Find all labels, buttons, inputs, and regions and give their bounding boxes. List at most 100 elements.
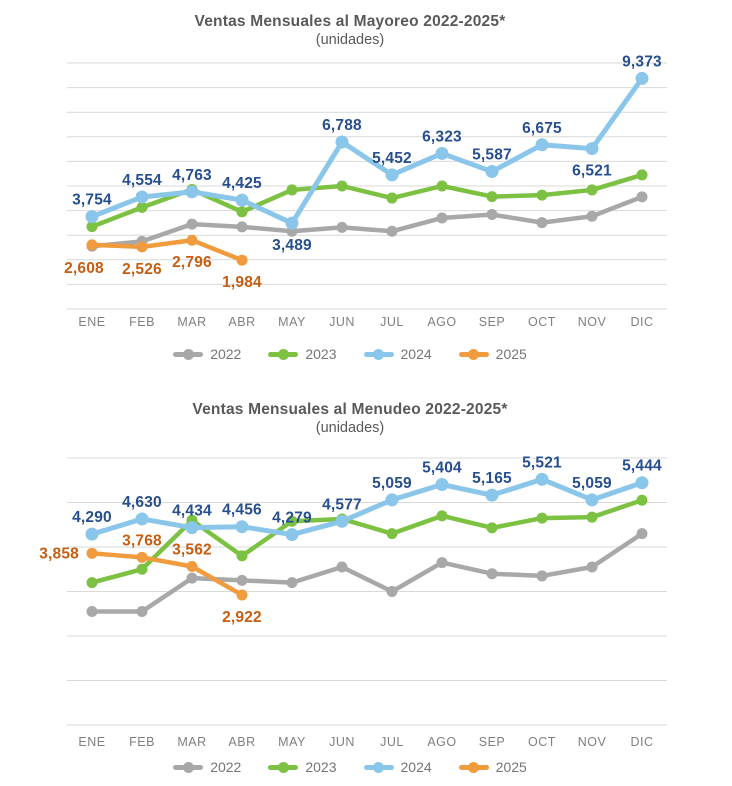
legend-item-2022: 2022 — [173, 346, 241, 362]
legend-item-2024: 2024 — [363, 759, 432, 775]
series-2024-point — [335, 135, 349, 149]
series-2024-point — [135, 512, 149, 526]
legend-item-2024: 2024 — [363, 346, 432, 362]
series-2025-point — [236, 589, 248, 601]
series-2024-line — [89, 75, 645, 226]
series-2024-value-label: 5,452 — [372, 150, 412, 167]
series-2023-point — [286, 184, 298, 196]
series-2024-point — [635, 476, 649, 490]
series-2025-point — [186, 560, 198, 572]
series-2023-point — [286, 515, 298, 527]
series-2023-point — [136, 563, 148, 575]
series-2023-point — [386, 192, 398, 204]
series-2024-value-label: 4,425 — [222, 175, 262, 192]
series-2025-point — [86, 547, 98, 559]
series-2024-value-label: 6,521 — [572, 163, 612, 180]
series-2023-point — [636, 169, 648, 181]
series-2025-value-label: 2,922 — [222, 609, 262, 626]
series-2022-point — [136, 606, 148, 618]
legend-line-dot-marker — [458, 761, 489, 773]
legend-line-dot-marker — [268, 348, 299, 360]
series-2024-point — [385, 168, 399, 182]
x-axis-label-sep: SEP — [479, 315, 506, 329]
x-axis-label-feb: FEB — [129, 315, 155, 329]
series-2022-point — [536, 217, 548, 229]
series-2024-point — [485, 165, 499, 179]
series-2023-point — [436, 510, 448, 522]
series-2022-point — [236, 574, 248, 586]
series-2025-line — [89, 551, 245, 598]
series-2025-value-label: 3,768 — [122, 532, 162, 549]
series-2023-point — [536, 189, 548, 201]
series-2024-value-label: 5,059 — [372, 475, 412, 492]
series-2025-point — [236, 254, 248, 266]
series-2022-point — [336, 221, 348, 233]
x-axis-label-jun: JUN — [329, 315, 355, 329]
series-2024-point — [235, 193, 249, 207]
series-2024-value-label: 5,521 — [522, 454, 562, 471]
series-2025-point — [136, 241, 148, 253]
mayoreo-chart-title: Ventas Mensuales al Mayoreo 2022-2025* — [194, 13, 506, 30]
menudeo-chart-legend: 2022 2023 2024 2025 — [0, 759, 700, 775]
series-2025-value-label: 1,984 — [222, 274, 262, 291]
series-2025-point — [136, 551, 148, 563]
series-2022-point — [586, 210, 598, 222]
series-2022-point — [386, 225, 398, 237]
series-2024-point — [85, 527, 99, 541]
x-axis-label-ene: ENE — [78, 315, 105, 329]
series-2024-value-label: 3,754 — [72, 192, 112, 209]
menudeo-chart-subtitle: (unidades) — [315, 420, 385, 436]
series-2024-point — [635, 71, 649, 85]
series-2024-point — [285, 216, 299, 230]
series-2022-point — [186, 218, 198, 230]
series-2023-point — [86, 221, 98, 233]
x-axis-label-jul: JUL — [380, 315, 404, 329]
legend-line-dot-marker — [173, 348, 204, 360]
series-2023-point — [486, 191, 498, 203]
series-2023-point — [536, 512, 548, 524]
legend-line-dot-marker — [363, 348, 394, 360]
series-2023-point — [486, 522, 498, 534]
series-2022-point — [286, 577, 298, 589]
x-axis-label-jun: JUN — [329, 735, 355, 749]
series-2024-value-label: 4,434 — [172, 503, 212, 520]
series-2024-value-label: 3,489 — [272, 237, 312, 254]
x-axis-label-oct: OCT — [528, 315, 556, 329]
legend-item-2025: 2025 — [458, 759, 527, 775]
legend-line-dot-marker — [458, 348, 489, 360]
series-2022-point — [486, 209, 498, 221]
series-2022-point — [536, 570, 548, 582]
series-2023-point — [436, 180, 448, 192]
menudeo-chart-title: Ventas Mensuales al Menudeo 2022-2025* — [192, 401, 508, 418]
series-2024-value-label: 4,630 — [122, 494, 162, 511]
x-axis-label-mar: MAR — [177, 315, 206, 329]
series-2024-value-label: 4,456 — [222, 502, 262, 519]
series-2025-point — [86, 239, 98, 251]
series-2024-point — [485, 488, 499, 502]
x-axis-label-ene: ENE — [78, 735, 105, 749]
legend-label: 2024 — [400, 759, 432, 775]
series-2023-point — [636, 494, 648, 506]
series-2025-value-label: 3,562 — [172, 541, 212, 558]
x-axis-label-dic: DIC — [630, 315, 653, 329]
series-2025-value-label: 2,526 — [122, 261, 162, 278]
series-2024-point — [535, 472, 549, 486]
x-axis-label-abr: ABR — [228, 315, 255, 329]
series-2024-point — [585, 493, 599, 507]
series-2025-point — [186, 234, 198, 246]
series-2023-point — [336, 180, 348, 192]
series-2024-value-label: 5,404 — [422, 460, 462, 477]
legend-label: 2024 — [400, 346, 432, 362]
series-2022-point — [386, 586, 398, 597]
series-2024-value-label: 5,444 — [622, 458, 662, 475]
x-axis-label-ago: AGO — [427, 735, 456, 749]
series-2025-line — [89, 237, 245, 263]
series-2024-line — [89, 476, 645, 538]
series-2024-point — [285, 528, 299, 542]
series-2022-point — [586, 561, 598, 573]
series-2024-value-label: 4,290 — [72, 509, 112, 526]
series-2022-point — [86, 606, 98, 618]
x-axis-label-nov: NOV — [578, 315, 607, 329]
series-2024-point — [535, 138, 549, 152]
series-2023-point — [136, 201, 148, 213]
